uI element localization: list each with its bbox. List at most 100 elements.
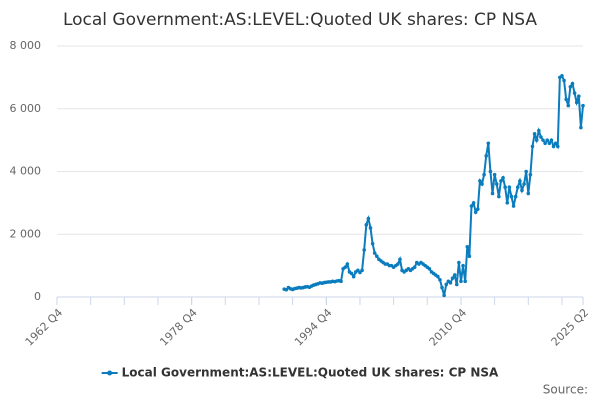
y-tick-label: 2 000 <box>10 227 42 240</box>
chart-title: Local Government:AS:LEVEL:Quoted UK shar… <box>63 10 537 30</box>
data-point <box>454 282 459 287</box>
data-point <box>480 182 484 186</box>
data-point <box>543 141 547 146</box>
data-point <box>520 188 524 193</box>
data-point <box>349 271 354 276</box>
data-point <box>442 293 446 298</box>
data-point <box>574 100 579 105</box>
data-point <box>459 279 463 284</box>
data-point <box>532 132 537 136</box>
data-point <box>530 144 535 149</box>
data-point <box>471 201 476 205</box>
data-point <box>522 182 526 186</box>
data-point <box>438 277 442 282</box>
data-point <box>343 265 348 269</box>
data-point <box>375 254 379 259</box>
data-point <box>457 260 461 265</box>
data-point <box>463 279 467 284</box>
data-point <box>513 194 518 199</box>
data-point <box>509 194 514 199</box>
data-point <box>537 128 541 133</box>
data-point <box>492 172 497 177</box>
y-tick-label: 8 000 <box>10 39 42 52</box>
data-point <box>534 138 539 142</box>
data-point <box>545 138 550 142</box>
data-point <box>579 125 583 130</box>
data-point <box>473 210 478 215</box>
data-point <box>553 141 558 146</box>
data-point <box>503 185 507 189</box>
data-point <box>564 97 568 102</box>
data-point <box>478 179 482 183</box>
data-point <box>461 263 465 268</box>
data-point <box>528 172 533 177</box>
y-tick-label: 6 000 <box>10 102 42 115</box>
data-point <box>501 175 505 180</box>
data-point <box>452 273 457 277</box>
data-point <box>436 274 440 279</box>
x-tick-label: 2025 Q2 <box>549 306 592 349</box>
data-point <box>360 268 364 273</box>
legend-marker <box>107 370 113 376</box>
source: Source: <box>543 383 588 397</box>
data-point <box>515 185 520 189</box>
data-point <box>372 251 377 255</box>
x-tick-label: 2010 Q4 <box>427 306 470 349</box>
data-point <box>345 262 350 266</box>
data-point <box>412 265 417 269</box>
data-point <box>524 169 528 174</box>
x-tick-label: 1994 Q4 <box>292 306 335 349</box>
y-tick-label: 4 000 <box>10 165 42 178</box>
data-point <box>370 241 375 246</box>
data-point <box>440 285 444 290</box>
data-point <box>511 204 516 208</box>
data-point <box>570 81 575 86</box>
data-point <box>526 191 531 196</box>
data-point <box>547 141 552 146</box>
legend-label: Local Government:AS:LEVEL:Quoted UK shar… <box>122 366 499 380</box>
data-point <box>490 191 495 196</box>
data-point <box>507 185 512 189</box>
x-tick-label: 1962 Q4 <box>23 306 66 349</box>
data-point <box>476 207 480 211</box>
data-point <box>444 282 449 287</box>
data-point <box>549 138 554 142</box>
data-point <box>576 94 581 98</box>
data-point <box>555 144 560 149</box>
data-point <box>486 141 491 146</box>
data-point <box>499 179 503 183</box>
data-point <box>488 169 493 174</box>
data-point <box>448 281 453 285</box>
data-point <box>482 172 486 177</box>
legend-item: Local Government:AS:LEVEL:Quoted UK shar… <box>101 366 499 380</box>
data-point <box>368 226 373 230</box>
data-point <box>572 91 577 95</box>
data-point <box>518 179 522 183</box>
data-point <box>494 182 499 186</box>
x-tick-label: 1978 Q4 <box>157 306 200 349</box>
data-point <box>541 138 545 142</box>
data-point <box>539 135 543 139</box>
data-point <box>560 74 564 78</box>
data-point <box>484 154 489 158</box>
y-tick-label: 0 <box>34 290 41 303</box>
data-point <box>581 103 585 108</box>
data-point <box>398 257 402 262</box>
data-point <box>366 216 371 221</box>
data-point <box>351 274 356 279</box>
data-point <box>469 204 474 208</box>
data-point <box>497 194 501 199</box>
data-point <box>568 84 573 89</box>
data-point <box>396 262 400 266</box>
data-point <box>551 144 556 149</box>
data-point <box>505 201 510 205</box>
data-point <box>467 254 472 259</box>
data-point <box>566 103 571 108</box>
data-point <box>427 266 432 271</box>
data-point <box>364 223 369 227</box>
data-point <box>450 276 455 280</box>
data-point <box>339 279 343 284</box>
data-point <box>562 78 566 83</box>
data-point <box>465 245 470 249</box>
